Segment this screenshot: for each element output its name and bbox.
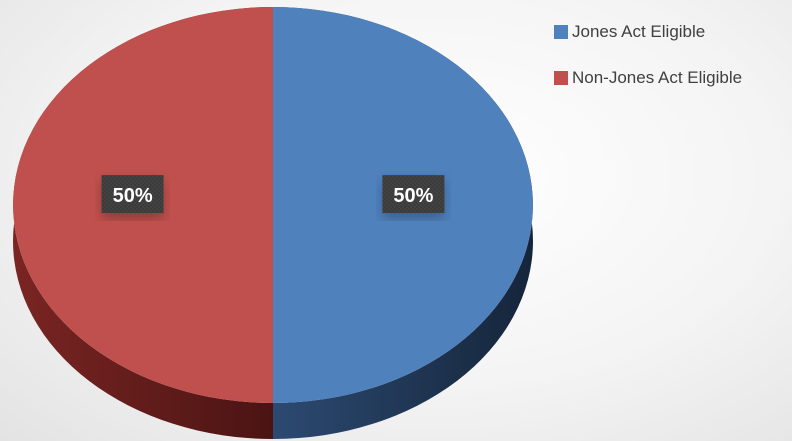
pie-top (13, 7, 533, 403)
legend: Jones Act Eligible Non-Jones Act Eligibl… (554, 20, 742, 112)
legend-item-non-jones: Non-Jones Act Eligible (554, 66, 742, 90)
data-label-text: 50% (393, 185, 433, 207)
legend-label-non-jones: Non-Jones Act Eligible (572, 68, 743, 87)
legend-item-jones: Jones Act Eligible (554, 20, 742, 44)
legend-label-jones: Jones Act Eligible (572, 22, 706, 41)
pie-labels: 50% 50% (101, 175, 445, 214)
legend-swatch-jones (554, 25, 568, 39)
data-label-text: 50% (113, 185, 153, 207)
data-label: 50% (382, 175, 445, 214)
data-label: 50% (101, 175, 164, 214)
legend-swatch-non-jones (554, 71, 568, 85)
